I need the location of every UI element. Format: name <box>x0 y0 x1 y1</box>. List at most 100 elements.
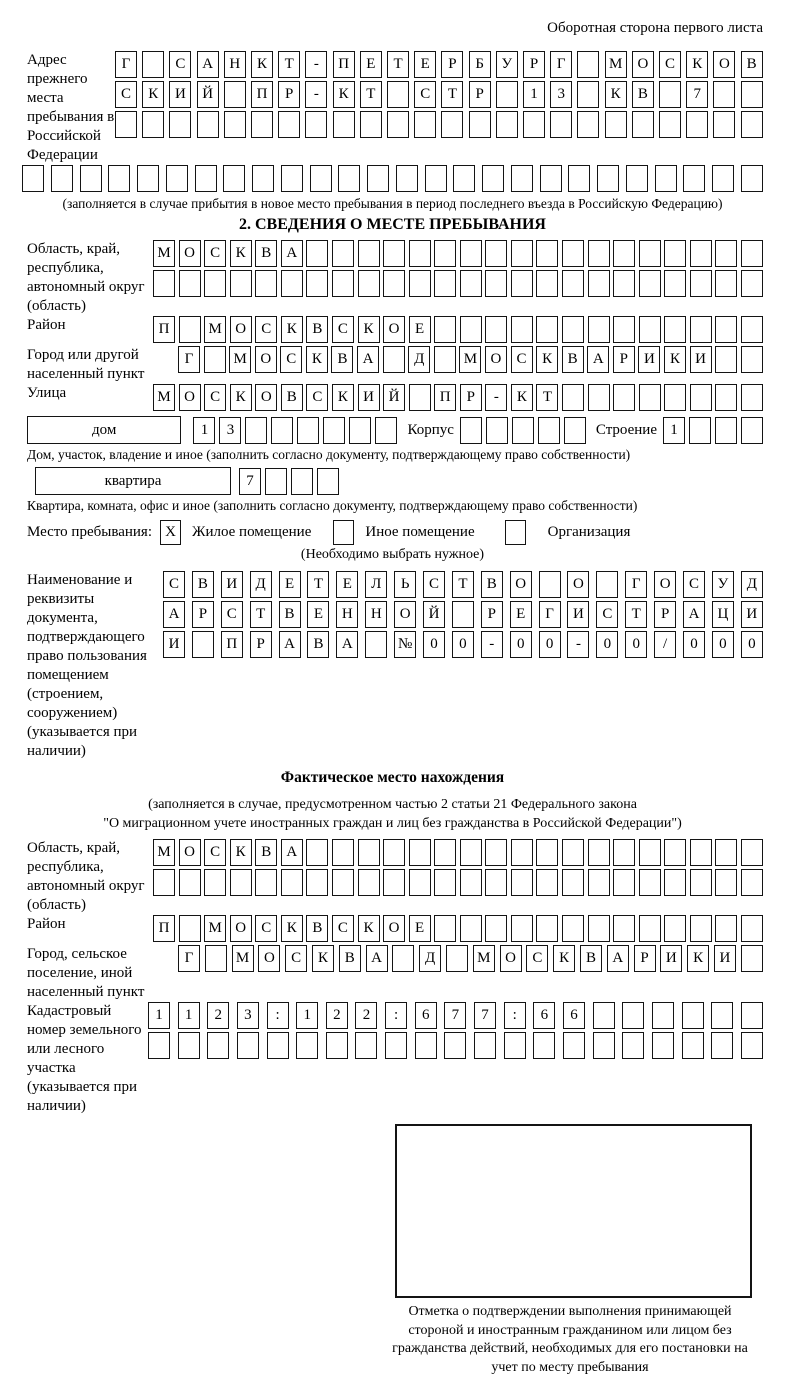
char-box <box>562 240 584 267</box>
char-box: Й <box>383 384 406 411</box>
char-box: К <box>142 81 165 108</box>
stroenie-label: Строение <box>595 421 657 438</box>
char-box: 0 <box>451 631 474 658</box>
prev-address-label: Адрес прежнего места пребывания в Россий… <box>27 52 115 163</box>
char-box <box>562 839 584 866</box>
char-box: 0 <box>509 631 532 658</box>
char-box: Р <box>441 51 464 78</box>
form-back-page: Оборотная сторона первого листа Адрес пр… <box>22 20 763 1375</box>
char-box <box>444 1032 467 1059</box>
char-box: С <box>414 81 437 108</box>
char-box: К <box>229 839 252 866</box>
char-box <box>365 631 388 658</box>
actual-district-label: Район <box>27 916 66 932</box>
char-box <box>434 270 457 297</box>
char-box <box>357 240 380 267</box>
char-box <box>562 270 584 297</box>
checkbox-other-premises <box>333 520 355 545</box>
char-box: А <box>196 51 219 78</box>
char-box: О <box>178 384 201 411</box>
korpus-label: Корпус <box>407 421 454 438</box>
char-box: Б <box>468 51 491 78</box>
char-box <box>434 869 457 896</box>
char-box <box>715 316 738 343</box>
char-box <box>740 945 763 972</box>
char-box: А <box>336 631 359 658</box>
char-box <box>689 416 711 444</box>
char-box <box>664 384 687 411</box>
char-box: Г <box>115 51 137 78</box>
char-box <box>715 839 738 866</box>
char-box: А <box>280 240 303 267</box>
char-box <box>523 111 546 138</box>
char-box <box>357 869 380 896</box>
char-box: О <box>631 51 654 78</box>
apartment-box-label: квартира <box>35 467 231 495</box>
char-box <box>485 240 508 267</box>
document-row-3: И П Р А В А № 0 0-0 0-0 0/0 0 0 <box>163 631 763 658</box>
char-box <box>115 111 137 138</box>
char-box <box>434 915 457 942</box>
char-box <box>367 165 389 192</box>
char-box: М <box>604 51 627 78</box>
char-box <box>485 915 508 942</box>
char-box <box>434 839 457 866</box>
char-box: С <box>204 240 227 267</box>
char-box: Р <box>633 945 656 972</box>
char-box <box>382 346 405 373</box>
char-box <box>689 839 712 866</box>
char-box <box>459 316 482 343</box>
char-box: А <box>278 631 301 658</box>
char-box: Г <box>178 346 200 373</box>
char-box: К <box>687 945 710 972</box>
char-box <box>740 869 763 896</box>
char-box: Д <box>419 945 442 972</box>
char-box <box>562 1032 585 1059</box>
char-box: 7 <box>239 467 261 495</box>
char-box <box>740 1002 763 1029</box>
char-box: 0 <box>538 631 561 658</box>
char-box: И <box>220 571 243 598</box>
char-box: В <box>191 571 214 598</box>
char-box <box>539 165 562 192</box>
char-box: С <box>526 945 549 972</box>
actual-location-note: (заполняется в случае, предусмотренном ч… <box>22 795 763 833</box>
char-box <box>550 111 573 138</box>
char-box <box>424 165 447 192</box>
char-box: В <box>740 51 763 78</box>
char-box: В <box>255 240 278 267</box>
char-box <box>459 240 482 267</box>
char-box <box>510 240 533 267</box>
char-box: О <box>484 346 507 373</box>
char-box <box>536 839 559 866</box>
char-box: Ц <box>711 601 734 628</box>
stroenie-cells: 1 <box>663 416 763 444</box>
char-box: - <box>567 631 590 658</box>
char-box: И <box>567 601 590 628</box>
char-box: М <box>153 839 175 866</box>
actual-region-block: Область, край, республика, автономный ок… <box>22 839 763 915</box>
char-box <box>204 945 227 972</box>
char-box <box>459 416 482 444</box>
char-box: О <box>258 945 281 972</box>
document-block: Наименование и реквизиты документа, подт… <box>22 571 763 761</box>
char-box <box>562 384 584 411</box>
char-box: 2 <box>207 1002 230 1029</box>
char-box: К <box>686 51 709 78</box>
char-box <box>740 240 763 267</box>
char-box <box>536 316 559 343</box>
char-box <box>715 416 737 444</box>
char-box: С <box>255 316 278 343</box>
char-box: О <box>229 915 252 942</box>
char-box: Д <box>408 346 431 373</box>
char-box <box>689 869 712 896</box>
char-box: 0 <box>596 631 619 658</box>
apartment-row: квартира 7 <box>22 467 763 495</box>
char-box: У <box>711 571 734 598</box>
char-box: К <box>604 81 627 108</box>
char-box: Т <box>536 384 559 411</box>
char-box <box>613 240 636 267</box>
